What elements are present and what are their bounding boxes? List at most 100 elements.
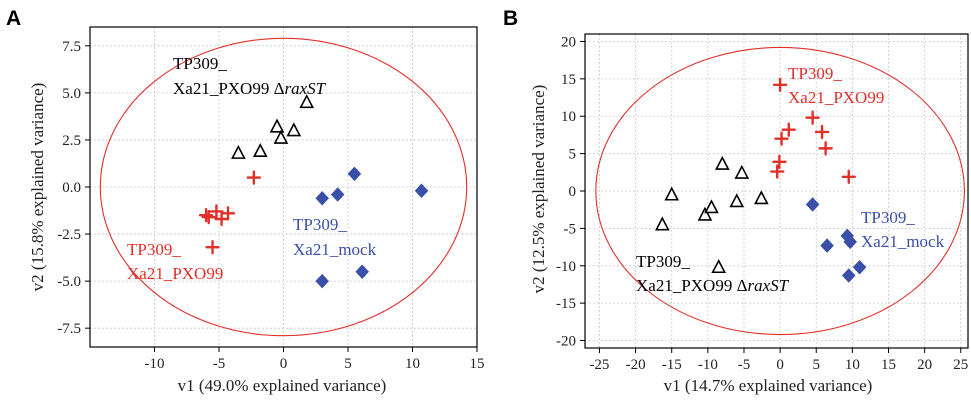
panel-a-x-tick-label: -10 <box>145 356 165 372</box>
panel-b-x-tick-label: 20 <box>917 357 932 373</box>
panel-b-triangle-marker <box>729 193 745 208</box>
panel-b-plus-marker <box>772 154 787 170</box>
panel-a-grid <box>90 27 478 347</box>
panel-b-x-axis-title: v1 (14.7% explained variance) <box>664 376 873 395</box>
panel-a-triangle-marker <box>286 122 302 137</box>
panel-b-y-tick-label: -15 <box>556 296 576 312</box>
panel-a-plus-marker <box>220 206 236 221</box>
panel-b-y-tick-label: 10 <box>561 109 576 125</box>
panel-b-triangle-marker <box>664 186 680 201</box>
panel-b-annotation-pxo99-line2: Xa21_PXO99 <box>788 88 884 107</box>
panel-b-x-tick-label: 15 <box>881 357 896 373</box>
panel-a-plus-marker <box>198 208 214 223</box>
panel-b-y-tick-label: 0 <box>569 184 577 200</box>
panel-a-y-axis-title: v2 (15.8% explained variance) <box>28 83 47 292</box>
panel-a: A -10 -5 0 5 10 15 7.5 5.0 2.5 0.0 -2.5 -5.0 -7.5 T… <box>6 7 485 395</box>
panel-a-y-ticks: 7.5 5.0 2.5 0.0 -2.5 -5.0 -7.5 <box>57 39 90 337</box>
panel-a-triangle-marker <box>299 94 315 109</box>
panel-b-x-ticks: -25 -20 -15 -10 -5 0 5 10 15 20 25 <box>589 348 968 373</box>
panel-b-plus-marker <box>814 124 830 140</box>
panel-b-y-tick-label: 5 <box>569 147 577 163</box>
panel-a-annotation-raxst-line2: Xa21_PXO99 ΔraxST <box>173 79 327 98</box>
panel-a-plus-marker <box>209 204 224 219</box>
panel-a-diamond-marker <box>414 183 429 199</box>
panel-a-triangle-marker <box>273 129 289 144</box>
panel-a-y-tick-label: 7.5 <box>62 39 81 55</box>
panel-a-y-tick-label: 0.0 <box>62 180 81 196</box>
panel-b: B -25 -20 -15 -10 -5 0 5 10 15 20 25 20 15 10 5 0 -5 -10… <box>503 7 969 395</box>
panel-b-x-tick-label: -20 <box>626 357 646 373</box>
panel-b-plus-marker <box>805 110 820 125</box>
panel-b-annotation-raxst-prefix: Xa21_PXO99 Δ <box>636 276 748 295</box>
panel-b-confidence-ellipse <box>595 46 965 336</box>
panel-b-annotation-raxst-line2: Xa21_PXO99 ΔraxST <box>636 276 790 295</box>
panel-b-x-tick-label: 25 <box>953 357 968 373</box>
panel-b-triangle-marker <box>734 164 750 179</box>
panel-a-annotation-mock-line1: TP309_ <box>293 215 347 234</box>
panel-b-label: B <box>503 7 518 30</box>
panel-a-x-tick-label: 10 <box>405 356 420 372</box>
panel-a-plus-marker <box>246 170 262 185</box>
panel-b-x-tick-label: 0 <box>776 357 784 373</box>
panel-a-annotation-raxst-gene: raxST <box>285 79 327 98</box>
panel-b-y-tick-label: 20 <box>561 34 576 50</box>
panel-b-plus-marker <box>841 169 856 184</box>
panel-a-label: A <box>6 7 21 30</box>
panel-a-x-tick-label: 5 <box>344 356 352 372</box>
panel-b-triangle-marker <box>711 259 727 274</box>
panel-b-points <box>655 77 867 283</box>
panel-a-y-tick-label: -7.5 <box>57 321 81 337</box>
panel-b-plus-marker <box>770 164 785 179</box>
panel-b-annotation-mock-line1: TP309_ <box>861 208 915 227</box>
panel-a-points <box>198 94 429 289</box>
panel-a-ellipse <box>99 37 468 337</box>
panel-b-y-axis-title: v2 (12.5% explained variance) <box>529 85 548 294</box>
panel-b-x-tick-label: 5 <box>812 357 820 373</box>
panel-a-diamond-marker <box>315 190 330 206</box>
panel-b-triangle-marker <box>704 199 719 214</box>
panel-b-x-tick-label: 10 <box>845 357 860 373</box>
panel-b-plus-marker <box>774 131 789 146</box>
panel-a-triangle-marker <box>231 144 246 159</box>
panel-a-annotation-pxo99-line2: Xa21_PXO99 <box>127 264 223 283</box>
panel-a-y-tick-label: -2.5 <box>57 227 81 243</box>
panel-a-diamond-marker <box>347 166 362 182</box>
panel-b-x-tick-label: -15 <box>662 357 682 373</box>
panel-a-annotation-mock-line2: Xa21_mock <box>293 240 377 259</box>
panel-a-annotation-raxst-prefix: Xa21_PXO99 Δ <box>173 79 285 98</box>
panel-b-diamond-marker <box>820 238 834 253</box>
panel-b-x-tick-label: -25 <box>589 357 609 373</box>
panel-a-annotation-pxo99-line1: TP309_ <box>127 240 181 259</box>
panel-b-triangle-marker <box>714 155 730 170</box>
panel-b-triangle-marker <box>754 190 769 205</box>
panel-a-plus-marker <box>214 211 229 227</box>
panel-b-annotation-mock-line2: Xa21_mock <box>861 232 945 251</box>
panel-b-plus-marker <box>772 77 788 93</box>
panel-b-annotation-raxst-line1: TP309_ <box>636 252 690 271</box>
panel-a-annotation-raxst-line1: TP309_ <box>173 54 227 73</box>
panel-b-x-tick-label: -10 <box>698 357 718 373</box>
panel-b-y-tick-label: -10 <box>556 259 576 275</box>
panel-b-annotation-pxo99-line1: TP309_ <box>788 64 842 83</box>
panel-a-triangle-marker <box>269 118 285 133</box>
panel-a-diamond-marker <box>315 273 330 289</box>
panel-b-plus-marker <box>781 122 796 137</box>
panel-b-diamond-marker <box>841 268 856 283</box>
panel-b-annotation-raxst-gene: raxST <box>748 276 790 295</box>
panel-b-diamond-marker <box>805 197 820 212</box>
panel-b-triangle-marker <box>655 216 670 231</box>
panel-a-x-ticks: -10 -5 0 5 10 15 <box>145 347 485 372</box>
panel-a-plus-marker <box>201 209 216 225</box>
panel-a-triangle-marker <box>252 143 268 158</box>
panel-b-triangle-marker <box>697 206 713 221</box>
panel-b-y-tick-label: -5 <box>564 221 577 237</box>
panel-b-grid <box>585 34 968 348</box>
panel-b-y-tick-label: 15 <box>561 72 576 88</box>
panel-a-x-tick-label: 15 <box>470 356 485 372</box>
panel-a-confidence-ellipse <box>99 37 468 337</box>
panel-a-x-axis-title: v1 (49.0% explained variance) <box>178 376 387 395</box>
panel-b-diamond-marker <box>843 234 858 250</box>
panel-b-diamond-marker <box>852 259 867 275</box>
panel-b-ellipse <box>595 46 965 336</box>
